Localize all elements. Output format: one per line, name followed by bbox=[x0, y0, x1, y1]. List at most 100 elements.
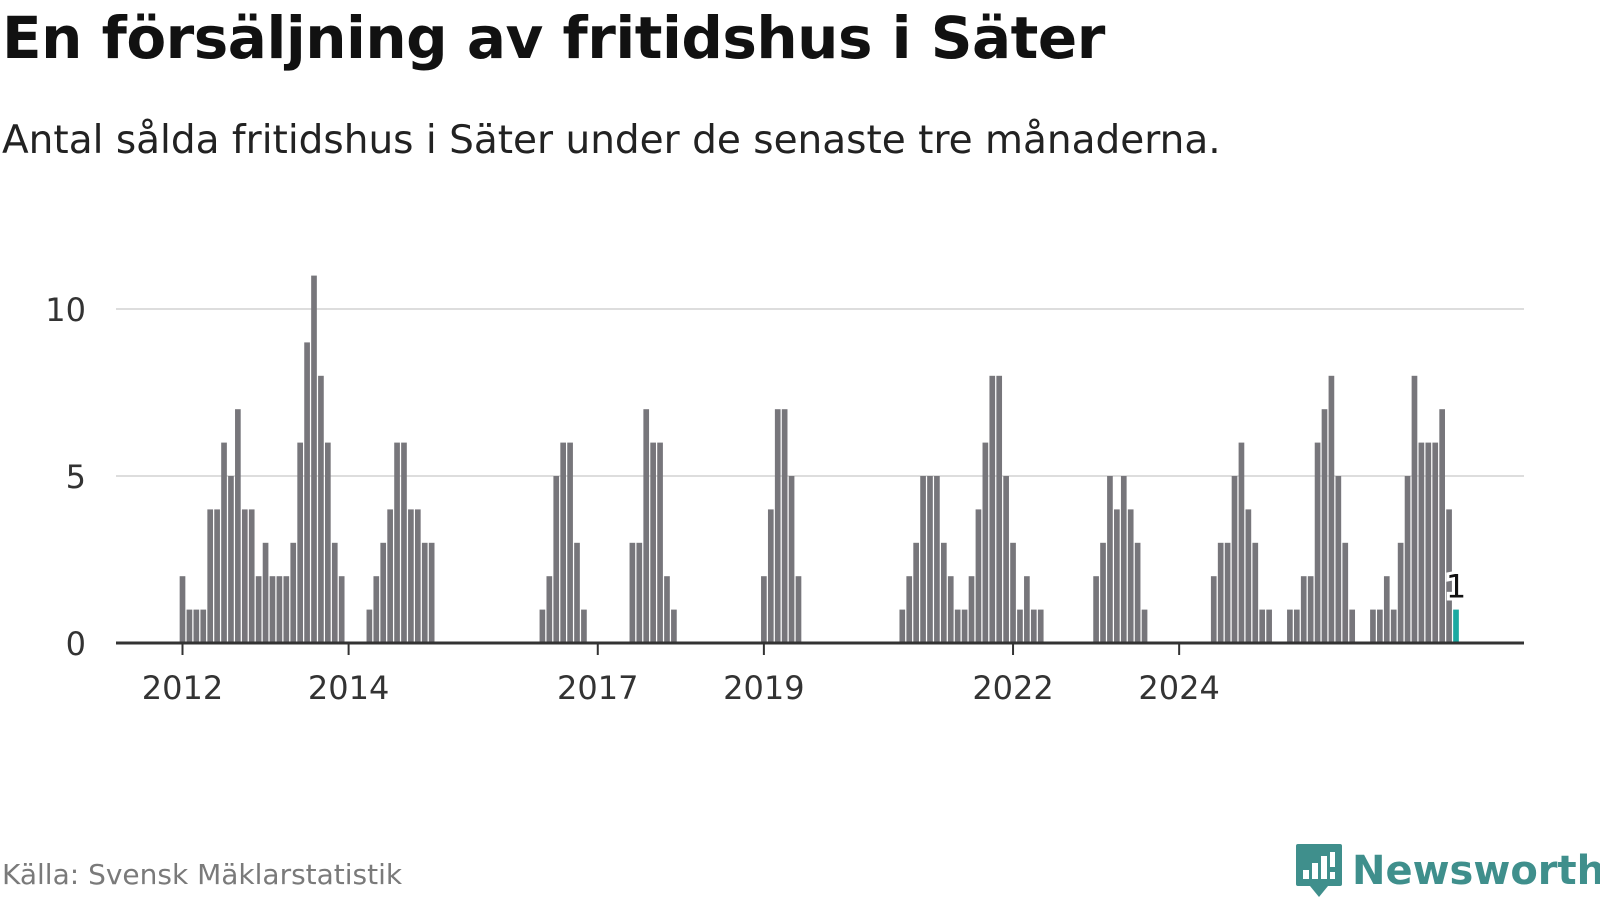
bar-chart-speech-bubble-icon bbox=[1296, 844, 1342, 897]
bar bbox=[761, 576, 767, 643]
bar bbox=[664, 576, 670, 643]
bar bbox=[947, 576, 954, 643]
bar bbox=[366, 609, 373, 643]
bar bbox=[421, 542, 428, 643]
bar bbox=[1231, 476, 1238, 643]
bar bbox=[968, 576, 975, 643]
bar bbox=[269, 576, 276, 643]
bar bbox=[996, 375, 1003, 643]
bar bbox=[1321, 409, 1328, 643]
bar bbox=[1141, 609, 1148, 643]
bar bbox=[795, 576, 802, 643]
bar bbox=[1238, 442, 1245, 643]
bar bbox=[214, 509, 220, 643]
bar bbox=[311, 275, 317, 643]
bar bbox=[241, 509, 248, 643]
bar bbox=[1342, 542, 1349, 643]
bar bbox=[1107, 476, 1113, 643]
bar bbox=[1425, 442, 1432, 643]
bar bbox=[1370, 609, 1376, 643]
bar bbox=[1134, 542, 1141, 643]
bar bbox=[1100, 542, 1106, 643]
bar bbox=[788, 476, 795, 643]
bar bbox=[1217, 542, 1224, 643]
bar bbox=[671, 609, 677, 643]
bar bbox=[560, 442, 567, 643]
bar bbox=[387, 509, 393, 643]
bar bbox=[1010, 542, 1016, 643]
bar bbox=[414, 509, 421, 643]
bar bbox=[1120, 476, 1127, 643]
newsworthy-logo[interactable]: Newsworthy bbox=[1294, 842, 1600, 900]
bar bbox=[1411, 375, 1418, 643]
bar bbox=[1404, 476, 1411, 643]
x-tick-label: 2012 bbox=[142, 669, 223, 707]
bar bbox=[767, 509, 774, 643]
bar bbox=[961, 609, 968, 643]
bar bbox=[186, 609, 193, 643]
bar bbox=[1307, 576, 1314, 643]
bar bbox=[989, 375, 996, 643]
bar bbox=[338, 576, 345, 643]
bar bbox=[1245, 509, 1252, 643]
bar bbox=[920, 476, 926, 643]
brand-name: Newsworthy bbox=[1352, 848, 1600, 894]
bar bbox=[927, 476, 933, 643]
bar bbox=[193, 609, 200, 643]
bar bbox=[781, 409, 788, 643]
x-tick-label: 2017 bbox=[557, 669, 638, 707]
bar bbox=[650, 442, 656, 643]
bar bbox=[1030, 609, 1037, 643]
bar bbox=[553, 476, 560, 643]
bar bbox=[567, 442, 573, 643]
bar bbox=[1300, 576, 1307, 643]
bar bbox=[1335, 476, 1342, 643]
bar bbox=[276, 576, 283, 643]
x-tick-label: 2019 bbox=[723, 669, 804, 707]
bar bbox=[179, 576, 186, 643]
bar bbox=[1377, 609, 1383, 643]
bar bbox=[954, 609, 961, 643]
bar bbox=[290, 542, 297, 643]
highlighted-bar bbox=[1453, 609, 1459, 643]
bar bbox=[1224, 542, 1231, 643]
bar bbox=[1252, 542, 1259, 643]
bar bbox=[1259, 609, 1266, 643]
bar bbox=[546, 576, 553, 643]
x-tick-label: 2014 bbox=[308, 669, 389, 707]
bar bbox=[629, 542, 636, 643]
y-tick-label: 10 bbox=[45, 291, 86, 329]
bar bbox=[1349, 609, 1356, 643]
bar bbox=[574, 542, 580, 643]
bar bbox=[283, 576, 290, 643]
bar bbox=[643, 409, 650, 643]
bar bbox=[1266, 609, 1272, 643]
bar bbox=[207, 509, 214, 643]
bar bbox=[1446, 509, 1452, 643]
bar bbox=[581, 609, 587, 643]
bar bbox=[228, 476, 234, 643]
bar bbox=[1127, 509, 1134, 643]
bar bbox=[1024, 576, 1030, 643]
bar bbox=[1383, 576, 1390, 643]
bar bbox=[539, 609, 546, 643]
bar bbox=[221, 442, 227, 643]
bar bbox=[304, 342, 310, 643]
bar bbox=[934, 476, 940, 643]
bar bbox=[380, 542, 387, 643]
bar bbox=[331, 542, 338, 643]
bar bbox=[200, 609, 207, 643]
bar bbox=[774, 409, 781, 643]
bar bbox=[1003, 476, 1009, 643]
bar bbox=[1093, 576, 1099, 643]
source-note: Källa: Svensk Mäklarstatistik bbox=[2, 858, 403, 891]
bar bbox=[1314, 442, 1321, 643]
chart-subtitle: Antal sålda fritidshus i Säter under de … bbox=[2, 118, 1221, 163]
bar bbox=[940, 542, 947, 643]
bar bbox=[1328, 375, 1335, 643]
highlight-value-label: 1 bbox=[1446, 568, 1466, 606]
bar bbox=[373, 576, 380, 643]
bar bbox=[1287, 609, 1293, 643]
bar bbox=[899, 609, 906, 643]
